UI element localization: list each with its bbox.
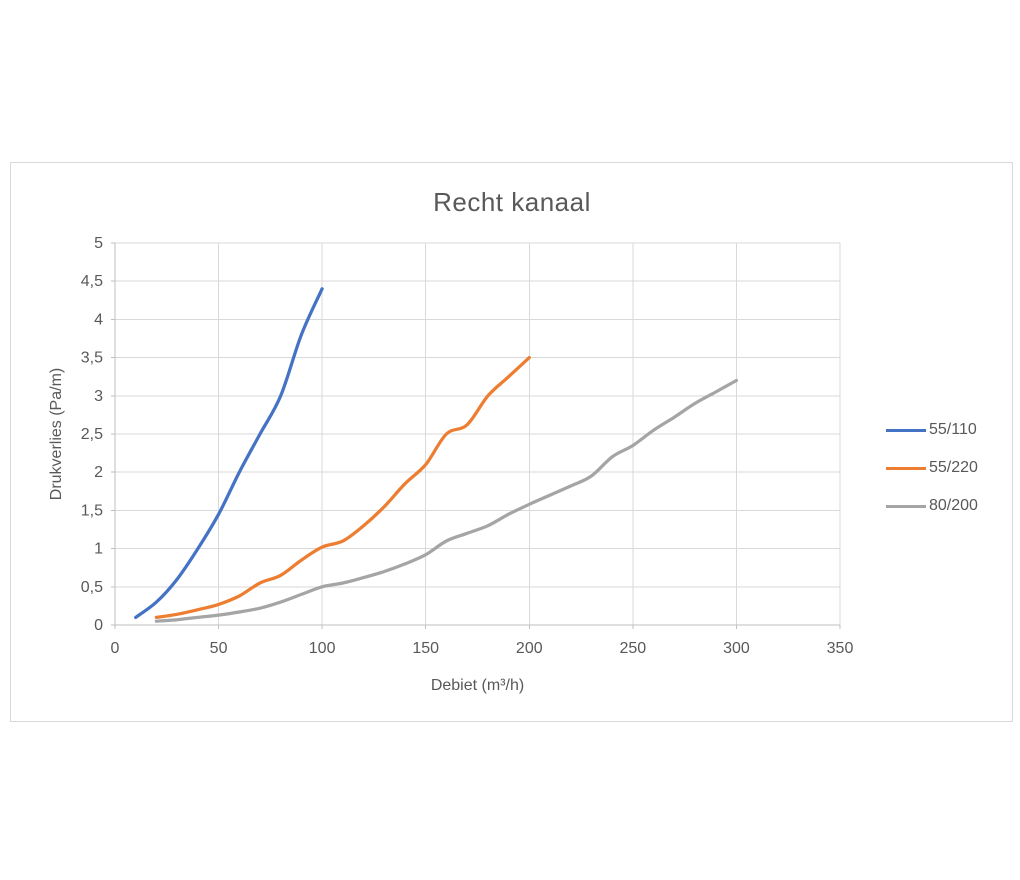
y-tick-label: 0: [94, 617, 103, 634]
x-tick-label: 200: [516, 640, 543, 657]
legend-line-swatch: [886, 504, 926, 508]
chart-title: Recht kanaal: [433, 187, 591, 217]
y-tick-label: 4: [94, 311, 103, 328]
legend-label: 55/220: [929, 459, 978, 476]
legend-item: 80/200: [886, 497, 978, 515]
y-tick-label: 2,5: [81, 426, 103, 443]
y-tick-label: 4,5: [81, 273, 103, 290]
legend: 55/110 55/220 80/200: [886, 421, 978, 515]
legend-line-swatch: [886, 466, 926, 470]
y-tick-label: 3,5: [81, 350, 103, 367]
y-tick-label: 1,5: [81, 502, 103, 519]
legend-label: 80/200: [929, 497, 978, 514]
x-axis-title: Debiet (m³/h): [430, 677, 525, 694]
chart-frame: [10, 162, 1013, 722]
y-tick-label: 2: [94, 464, 103, 481]
x-tick-label: 50: [210, 640, 228, 657]
y-tick-label: 1: [94, 541, 103, 558]
series-line-80/200: [154, 378, 739, 623]
x-tick-label: 100: [309, 640, 336, 657]
x-tick-label: 250: [620, 640, 647, 657]
x-tick-label: 300: [723, 640, 750, 657]
series-line-55/220: [154, 355, 531, 620]
y-axis-title: Drukverlies (Pa/m): [48, 367, 65, 501]
legend-line-swatch: [886, 428, 926, 432]
x-tick-label: 350: [827, 640, 854, 657]
series-line-55/110: [134, 287, 324, 620]
y-tick-label: 3: [94, 388, 103, 405]
legend-item: 55/220: [886, 459, 978, 477]
x-tick-label: 150: [412, 640, 439, 657]
legend-item: 55/110: [886, 421, 978, 439]
legend-label: 55/110: [929, 421, 977, 438]
y-tick-label: 0,5: [81, 579, 103, 596]
y-tick-label: 5: [94, 235, 103, 252]
x-tick-label: 0: [111, 640, 120, 657]
